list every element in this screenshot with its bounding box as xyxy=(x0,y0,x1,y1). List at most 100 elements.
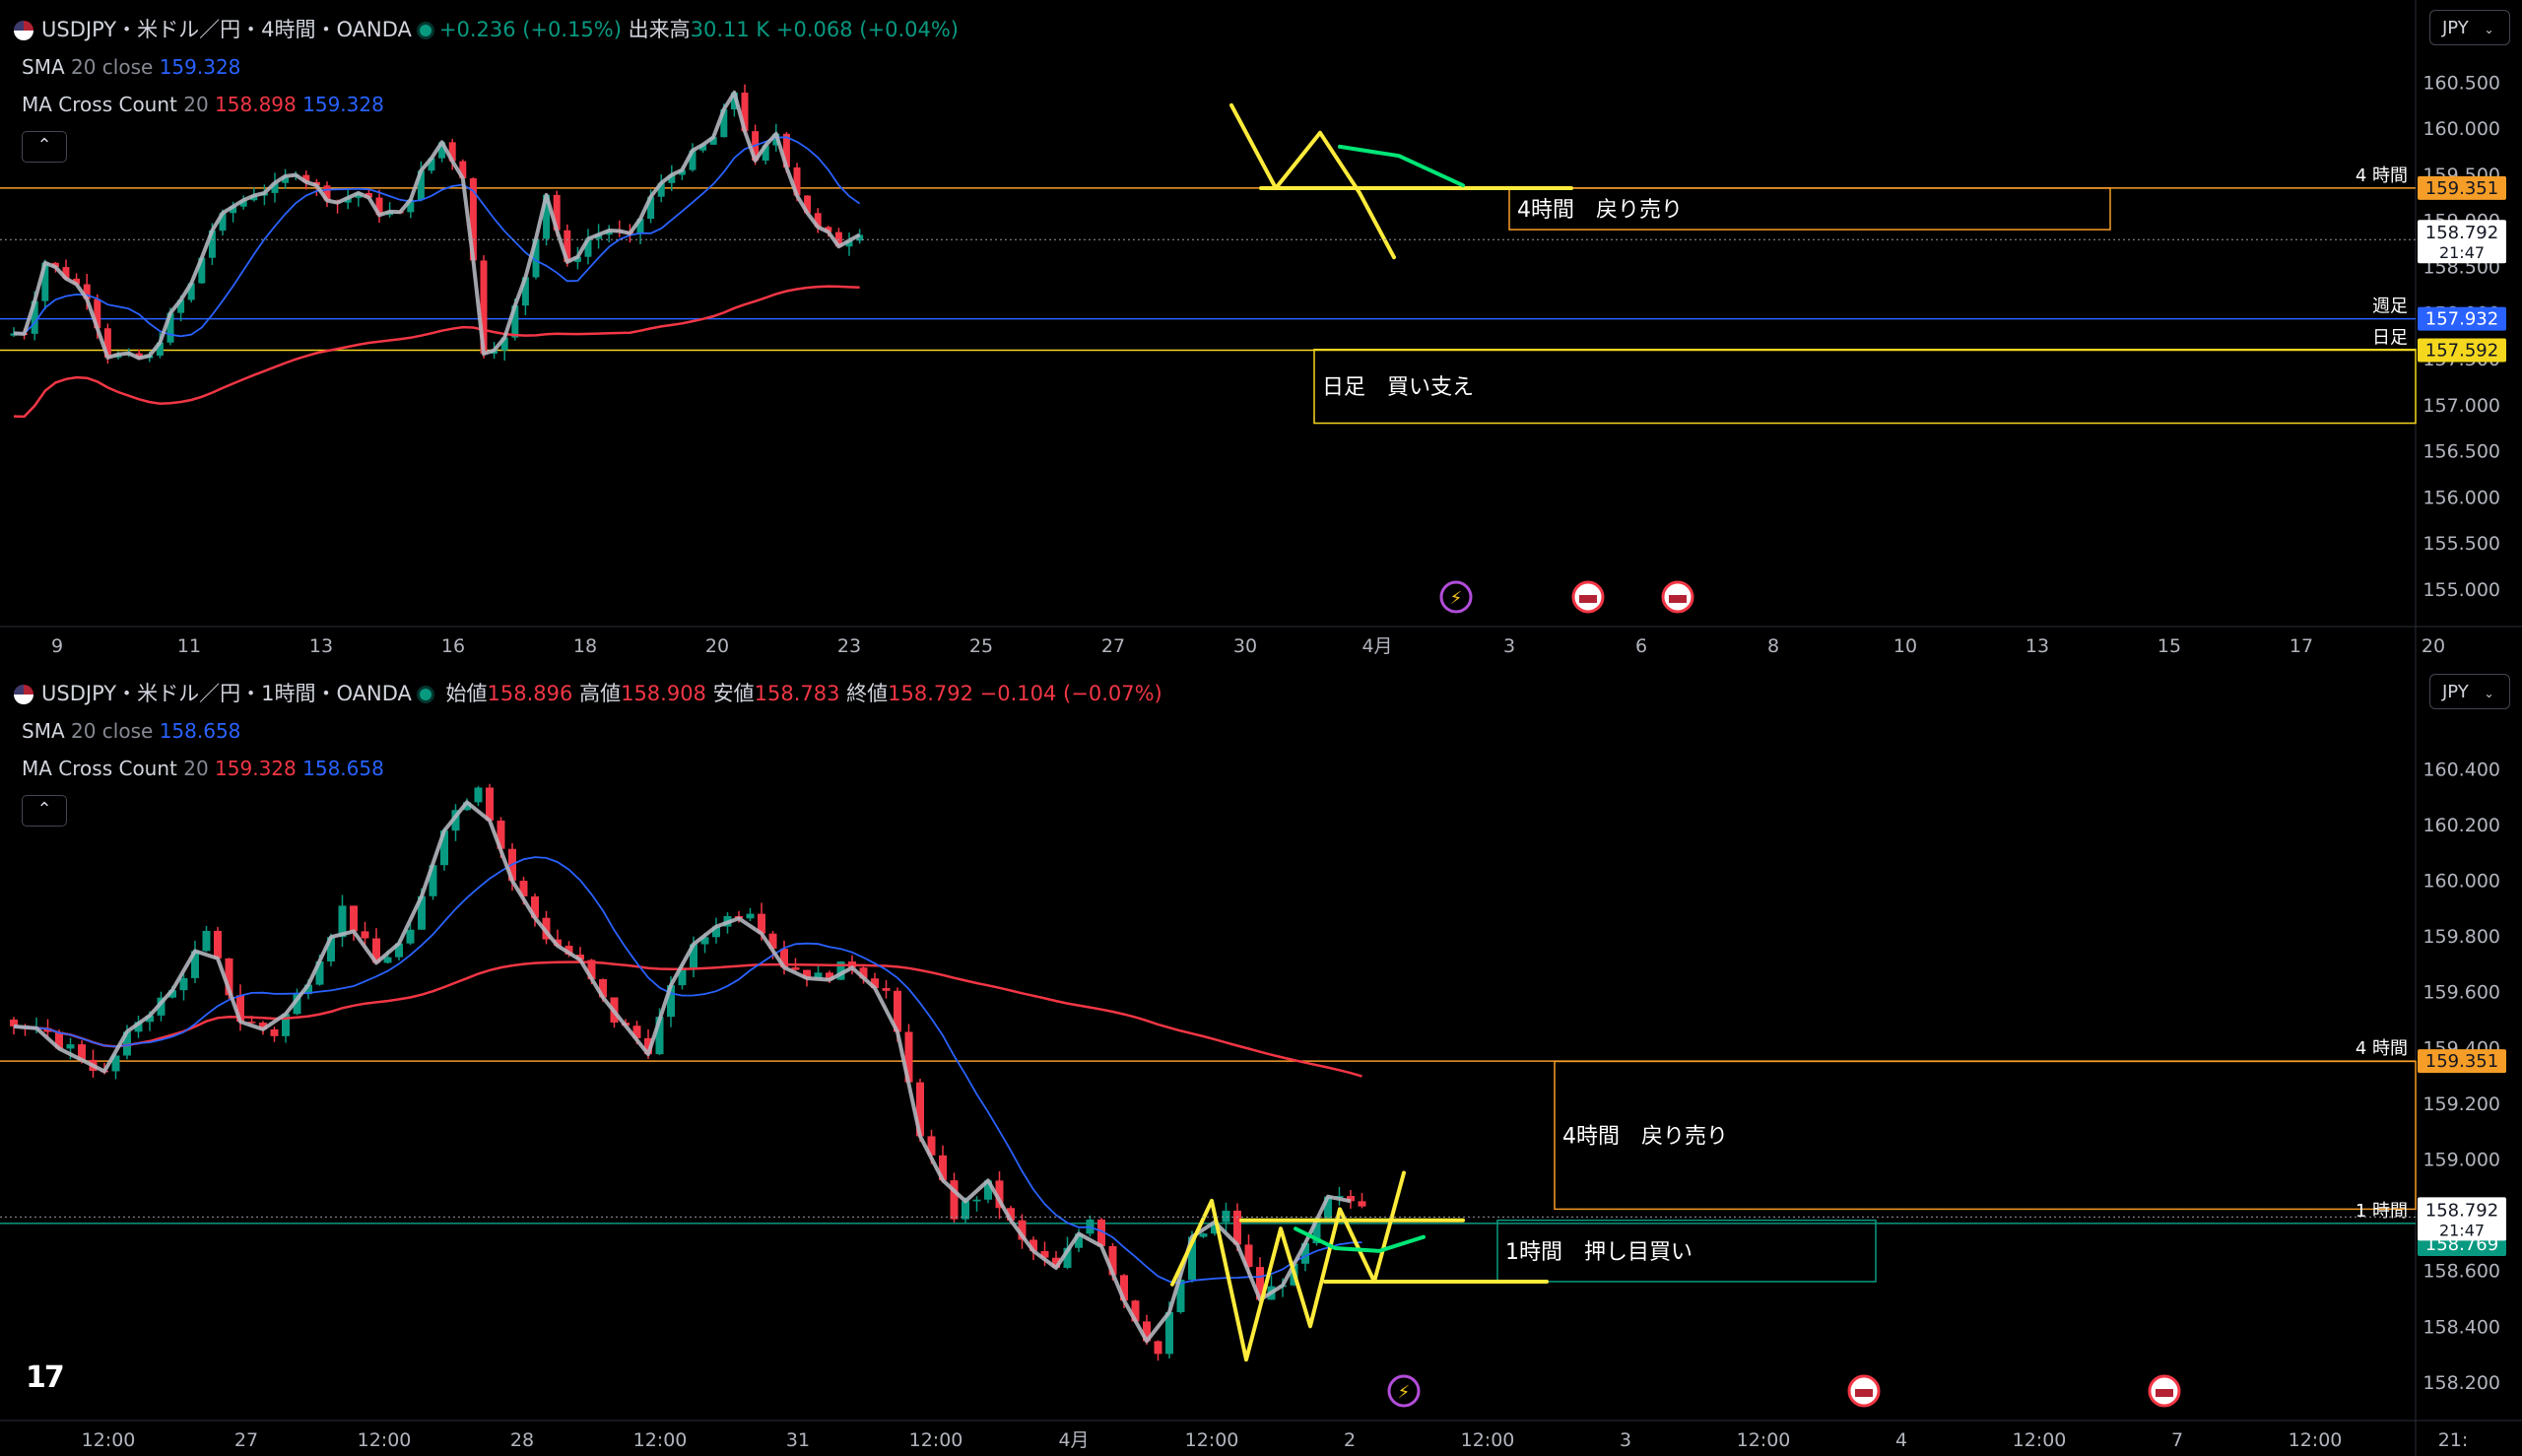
candle xyxy=(177,299,185,313)
volume-label: 出来高 xyxy=(628,18,691,41)
currency-select[interactable]: JPY ⌄ xyxy=(2429,10,2510,45)
high-label: 高値 xyxy=(579,682,622,705)
time-tick-label: 3 xyxy=(1620,1429,1631,1451)
legend-collapse-button[interactable]: ⌃ xyxy=(22,795,67,827)
countdown-text: 21:47 xyxy=(2439,243,2485,262)
candle xyxy=(168,990,176,998)
sma-value: 159.328 xyxy=(159,55,241,79)
chart-pane-1h[interactable]: 160.400 160.200 160.000 159.800 159.600 159.4… xyxy=(0,662,2522,1456)
candle xyxy=(282,175,290,183)
legend-collapse-button[interactable]: ⌃ xyxy=(22,131,67,163)
candle xyxy=(304,984,312,995)
candle xyxy=(972,1199,981,1202)
level-price-tag xyxy=(2418,175,2506,200)
candle xyxy=(576,955,584,960)
us-japan-flag-icon xyxy=(14,685,33,704)
candle xyxy=(219,213,227,232)
candle xyxy=(709,137,717,145)
candle xyxy=(179,977,188,991)
dividend-event-icon xyxy=(1439,580,1473,614)
candle xyxy=(62,267,70,279)
candle xyxy=(826,972,833,980)
currency-label: JPY xyxy=(2442,682,2469,702)
tradingview-logo[interactable]: 17 xyxy=(26,1360,65,1395)
sma-label: SMA xyxy=(22,55,65,79)
candle xyxy=(480,260,488,355)
candle xyxy=(636,219,644,233)
candle xyxy=(1040,1250,1049,1258)
chart-canvas-1h[interactable]: 160.400160.200160.000159.800159.600159.4… xyxy=(0,662,2522,1456)
candle xyxy=(55,1031,63,1049)
candle xyxy=(689,150,697,170)
chart-pane-4h[interactable]: 160.500160.000159.500159.000158.500158.0… xyxy=(0,0,2522,662)
time-tick-label: 4月 xyxy=(1361,635,1392,657)
candle xyxy=(856,234,864,241)
candle xyxy=(564,946,573,956)
candle xyxy=(156,342,164,357)
chart-canvas-4h[interactable]: 160.500160.000159.500159.000158.500158.0… xyxy=(0,0,2522,662)
sma-legend-1h[interactable]: SMA 20 close 158.658 xyxy=(22,719,240,743)
candle xyxy=(440,830,448,866)
candle xyxy=(293,994,301,1015)
symbol-title-1h[interactable]: USDJPY・米ドル／円・1時間・OANDA xyxy=(41,682,412,705)
level-label: 4 時間 xyxy=(2356,1038,2408,1059)
candle xyxy=(1335,1196,1344,1198)
sma-line xyxy=(13,856,1362,1285)
candle xyxy=(793,166,801,196)
time-tick-label: 9 xyxy=(51,635,63,657)
candle xyxy=(383,957,392,963)
symbol-title[interactable]: USDJPY・米ドル／円・4時間・OANDA xyxy=(41,18,412,41)
currency-select-1h[interactable]: JPY ⌄ xyxy=(2429,674,2510,709)
flag-stripe-icon xyxy=(2156,1389,2173,1397)
candle xyxy=(459,161,467,179)
current-price-text: 158.792 xyxy=(2425,223,2498,243)
price-tick-label: 160.000 xyxy=(2422,118,2500,140)
price-change: +0.236 (+0.15%) xyxy=(438,18,622,41)
candle xyxy=(814,972,823,978)
candle xyxy=(225,958,233,996)
candle xyxy=(428,158,435,171)
candle xyxy=(78,1044,86,1060)
candle xyxy=(904,1031,913,1083)
candle xyxy=(187,283,195,300)
candle xyxy=(1165,1312,1173,1355)
level-price-tag-text: 157.932 xyxy=(2425,309,2498,330)
price-tick-label: 157.000 xyxy=(2422,395,2500,417)
candle xyxy=(10,1019,18,1026)
candle xyxy=(355,193,363,198)
candle xyxy=(1176,1280,1185,1313)
current-price-tag xyxy=(2418,1197,2506,1241)
zone-label: 日足 買い支え xyxy=(1322,375,1474,400)
price-tick-label: 158.600 xyxy=(2422,1261,2500,1283)
time-tick-label: 7 xyxy=(2171,1429,2183,1451)
zone-label: 4時間 戻り売り xyxy=(1562,1124,1728,1149)
ma-cross-legend[interactable]: MA Cross Count 20 158.898 159.328 xyxy=(22,93,384,116)
candle xyxy=(327,937,335,961)
candle xyxy=(474,787,483,803)
candle xyxy=(500,337,508,351)
time-tick-label: 30 xyxy=(1233,635,1257,657)
time-tick-label: 31 xyxy=(786,1429,810,1451)
candle xyxy=(41,262,49,301)
candle xyxy=(375,197,383,216)
time-tick-label: 8 xyxy=(1767,635,1779,657)
ma-cross-line xyxy=(13,960,1362,1078)
sma-legend[interactable]: SMA 20 close 159.328 xyxy=(22,55,240,79)
ma-cross-legend-1h[interactable]: MA Cross Count 20 159.328 158.658 xyxy=(22,757,384,780)
time-tick-label: 12:00 xyxy=(2289,1429,2343,1451)
candle xyxy=(418,895,426,930)
candle xyxy=(344,197,352,203)
flag-stripe-icon xyxy=(1579,595,1597,603)
price-tick-label: 155.500 xyxy=(2422,533,2500,555)
candle xyxy=(667,985,675,1018)
drawing-yellow-zigzag xyxy=(1229,102,1396,260)
sma-value: 158.658 xyxy=(159,719,241,743)
drawing-zigzag xyxy=(13,91,861,361)
candle xyxy=(554,939,562,947)
candle xyxy=(417,170,425,200)
candle xyxy=(657,182,665,197)
candle xyxy=(1233,1210,1241,1245)
chevron-down-icon: ⌄ xyxy=(2484,687,2494,700)
zone-box xyxy=(1313,348,2417,425)
time-tick-label: 4月 xyxy=(1058,1429,1089,1451)
